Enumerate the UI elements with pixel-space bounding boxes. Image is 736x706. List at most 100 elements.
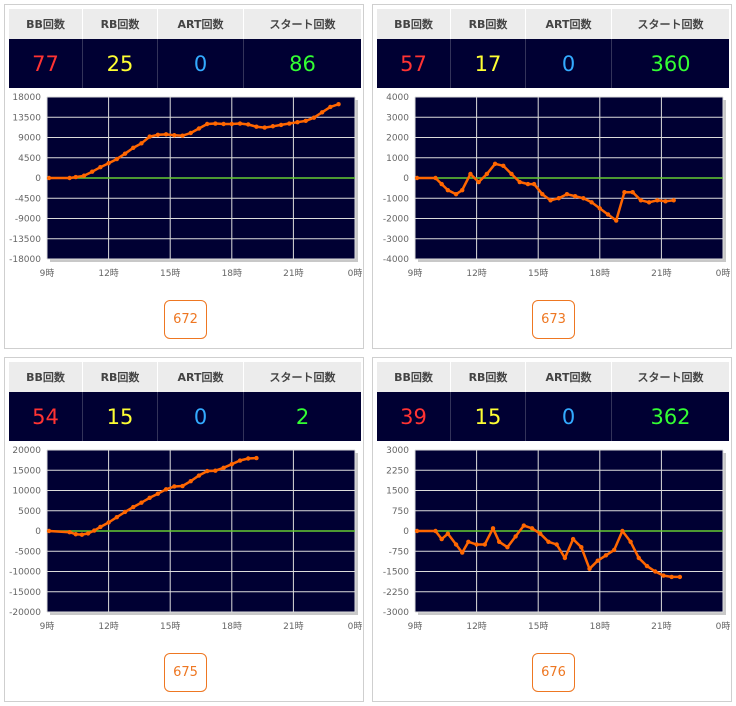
data-point <box>147 134 152 139</box>
stats-header: BB回数 RB回数 ART回数 スタート回数 <box>9 362 361 392</box>
data-point <box>73 532 78 537</box>
data-point <box>620 528 625 534</box>
start-count: 86 <box>289 51 316 76</box>
data-point <box>196 126 202 131</box>
y-tick-label: -10000 <box>9 568 41 578</box>
x-tick-label: 12時 <box>466 268 486 279</box>
y-tick-label: -1500 <box>383 568 409 578</box>
data-point <box>433 175 438 181</box>
data-point <box>490 526 496 531</box>
data-point <box>589 200 594 205</box>
y-tick-label: -5000 <box>15 547 41 557</box>
data-point <box>81 173 87 178</box>
slump-graph: 9時 12時 15時 18時 21時 0時 20000 15000 10000 5000 0 -500… <box>9 446 363 632</box>
start-count: 360 <box>650 51 691 76</box>
bb-count: 57 <box>377 39 451 88</box>
data-point <box>155 491 161 496</box>
data-point <box>562 555 568 561</box>
start-header: スタート回数 <box>612 362 729 392</box>
data-point <box>98 524 103 530</box>
y-tick-label: 18000 <box>12 93 41 103</box>
x-tick-label: 0時 <box>348 621 363 632</box>
bb-count: 54 <box>9 392 83 441</box>
y-tick-label: -4000 <box>383 255 409 265</box>
x-tick-label: 9時 <box>408 621 423 632</box>
data-point <box>122 509 128 515</box>
data-point <box>122 151 128 156</box>
data-point <box>414 175 420 181</box>
start-header: スタート回数 <box>244 9 361 39</box>
data-point <box>85 531 91 536</box>
data-point <box>521 523 527 528</box>
data-point <box>433 528 438 534</box>
bb-count: 77 <box>9 39 83 88</box>
rb-count: 25 <box>83 39 158 88</box>
data-point <box>155 132 161 137</box>
data-point <box>655 198 660 203</box>
y-tick-label: -3000 <box>383 608 409 618</box>
y-tick-label: 13500 <box>12 113 41 123</box>
x-tick-label: 12時 <box>466 621 486 632</box>
data-point <box>67 175 72 181</box>
data-point <box>328 104 333 110</box>
data-point <box>460 187 465 193</box>
data-point <box>439 536 444 542</box>
panel-675: BB回数 RB回数 ART回数 スタート回数 54 15 0 2 9時 12時 15… <box>4 357 364 702</box>
y-tick-label: -2250 <box>383 588 409 598</box>
data-point <box>603 553 609 558</box>
data-point <box>204 468 210 474</box>
machine-number-button[interactable]: 673 <box>532 300 575 339</box>
data-point <box>564 192 570 197</box>
data-point <box>213 468 218 473</box>
machine-number-button[interactable]: 676 <box>532 653 575 692</box>
data-point <box>180 133 185 138</box>
data-point <box>646 200 652 205</box>
x-tick-label: 21時 <box>283 268 303 279</box>
art-header: ART回数 <box>526 362 612 392</box>
data-point <box>287 121 292 126</box>
data-point <box>270 124 276 129</box>
x-tick-label: 18時 <box>222 268 242 279</box>
data-point <box>139 500 144 505</box>
x-tick-label: 15時 <box>528 621 548 632</box>
machine-number-button[interactable]: 672 <box>164 300 207 339</box>
data-point <box>114 515 120 520</box>
start-header: スタート回数 <box>244 362 361 392</box>
x-tick-label: 9時 <box>40 621 55 632</box>
data-point <box>79 532 85 537</box>
rb-count: 15 <box>451 392 526 441</box>
data-point <box>46 528 52 534</box>
data-point <box>114 156 120 162</box>
panel-676: BB回数 RB回数 ART回数 スタート回数 39 15 0 362 9時 12時… <box>372 357 732 702</box>
data-point <box>501 163 506 169</box>
data-point <box>106 160 111 166</box>
data-point <box>579 545 584 550</box>
x-tick-label: 0時 <box>716 268 731 279</box>
y-tick-label: -15000 <box>9 588 41 598</box>
data-point <box>630 189 635 195</box>
data-point <box>622 189 627 195</box>
art-header: ART回数 <box>158 9 244 39</box>
data-point <box>92 528 97 533</box>
y-tick-label: 4500 <box>18 154 41 164</box>
data-point <box>246 122 251 127</box>
data-point <box>213 121 218 126</box>
data-point <box>336 102 341 107</box>
data-point <box>474 542 479 547</box>
data-point <box>466 539 471 544</box>
data-point <box>414 528 420 534</box>
y-tick-label: -2000 <box>383 215 409 225</box>
data-point <box>484 171 490 177</box>
x-tick-label: 9時 <box>40 268 55 279</box>
data-point <box>188 478 193 484</box>
y-tick-label: -18000 <box>9 255 41 265</box>
y-tick-label: 0 <box>35 174 41 184</box>
machine-number-button[interactable]: 675 <box>164 653 207 692</box>
data-point <box>531 181 537 187</box>
y-tick-label: 0 <box>403 527 409 537</box>
y-tick-label: 2250 <box>386 466 409 476</box>
data-point <box>106 520 111 525</box>
y-tick-label: 9000 <box>18 134 41 144</box>
data-point <box>163 487 169 492</box>
data-point <box>147 495 152 500</box>
